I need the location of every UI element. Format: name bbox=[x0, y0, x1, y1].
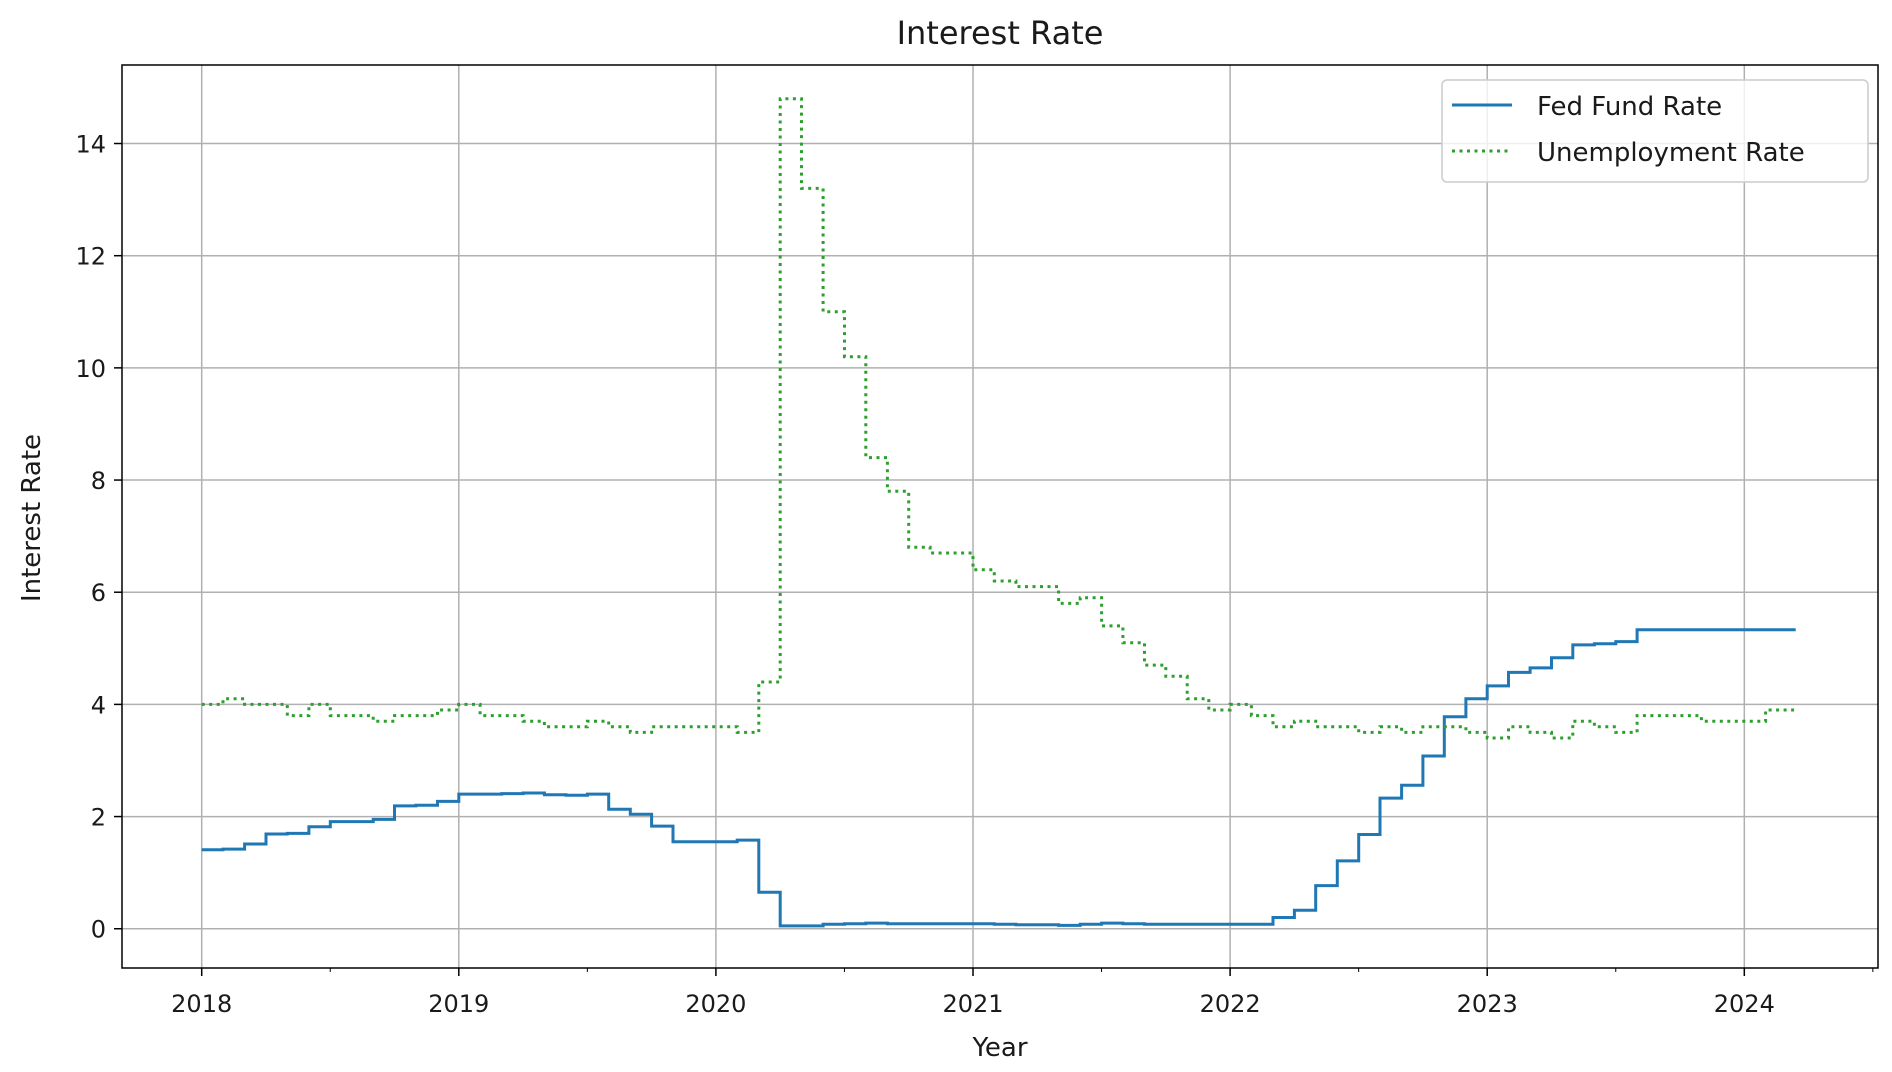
y-tick-label: 14 bbox=[75, 131, 106, 159]
legend-box bbox=[1441, 79, 1869, 183]
x-tick-label: 2024 bbox=[1714, 990, 1775, 1018]
y-axis-label: Interest Rate bbox=[17, 434, 47, 602]
y-tick-label: 12 bbox=[75, 243, 106, 271]
y-tick-label: 10 bbox=[75, 355, 106, 383]
chart-title: Interest Rate bbox=[897, 14, 1104, 52]
x-tick-label: 2021 bbox=[942, 990, 1003, 1018]
x-tick-label: 2020 bbox=[685, 990, 746, 1018]
series-line-fed-fund-rate bbox=[201, 628, 1796, 928]
grid-lines bbox=[122, 65, 1878, 968]
legend-label-unemployment-rate: Unemployment Rate bbox=[1537, 138, 1805, 168]
y-tick-label: 0 bbox=[91, 916, 106, 944]
x-axis-ticks: 2018 2019 2020 2021 2022 2023 2024 bbox=[171, 968, 1874, 1018]
legend-label-fed-fund-rate: Fed Fund Rate bbox=[1537, 92, 1722, 122]
x-tick-label: 2018 bbox=[171, 990, 232, 1018]
y-tick-label: 4 bbox=[91, 691, 106, 719]
series-line-unemployment-rate bbox=[201, 97, 1796, 740]
y-tick-label: 6 bbox=[91, 579, 106, 607]
x-tick-label: 2022 bbox=[1200, 990, 1261, 1018]
y-axis-ticks: 0 2 4 6 8 10 12 14 bbox=[75, 131, 122, 944]
y-tick-label: 2 bbox=[91, 804, 106, 832]
x-tick-label: 2023 bbox=[1457, 990, 1518, 1018]
series-layer bbox=[201, 97, 1796, 928]
x-axis-label: Year bbox=[971, 1033, 1027, 1063]
y-tick-label: 8 bbox=[91, 467, 106, 495]
plot-area-frame bbox=[121, 64, 1879, 969]
x-tick-label: 2019 bbox=[428, 990, 489, 1018]
legend: Fed Fund Rate Unemployment Rate bbox=[1441, 79, 1869, 183]
